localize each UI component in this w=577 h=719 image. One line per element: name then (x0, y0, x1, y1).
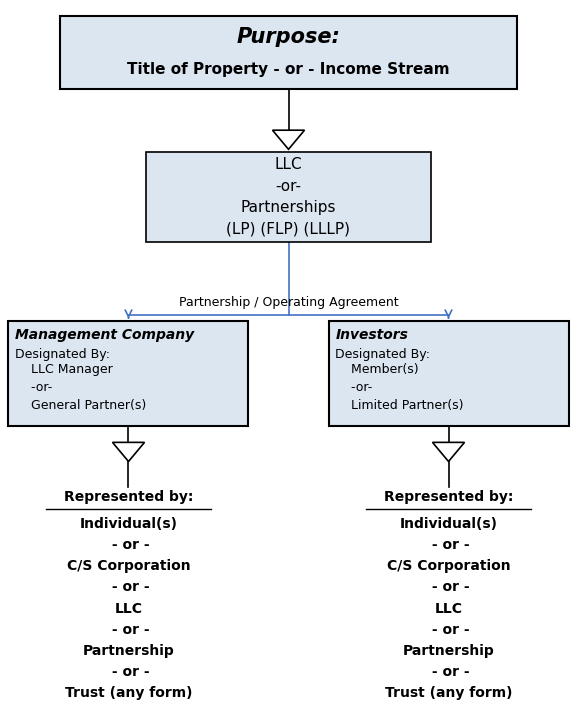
Text: Represented by:: Represented by: (64, 490, 193, 504)
Text: LLC Manager
    -or-
    General Partner(s): LLC Manager -or- General Partner(s) (16, 363, 147, 412)
Text: Designated By:: Designated By: (16, 348, 110, 361)
Polygon shape (272, 130, 305, 150)
Text: Title of Property - or - Income Stream: Title of Property - or - Income Stream (127, 63, 450, 77)
Text: Investors: Investors (335, 328, 409, 342)
Text: Represented by:: Represented by: (384, 490, 513, 504)
Text: Purpose:: Purpose: (237, 27, 340, 47)
FancyBboxPatch shape (328, 321, 568, 426)
FancyBboxPatch shape (60, 16, 517, 88)
Text: Member(s)
    -or-
    Limited Partner(s): Member(s) -or- Limited Partner(s) (335, 363, 464, 412)
Text: Individual(s)
 - or -
C/S Corporation
 - or -
LLC
 - or -
Partnership
 - or -
Tr: Individual(s) - or - C/S Corporation - o… (385, 517, 512, 700)
Text: Partnership / Operating Agreement: Partnership / Operating Agreement (179, 296, 398, 308)
Text: LLC
-or-
Partnerships
(LP) (FLP) (LLLP): LLC -or- Partnerships (LP) (FLP) (LLLP) (227, 157, 350, 237)
Polygon shape (433, 442, 464, 462)
FancyBboxPatch shape (145, 152, 432, 242)
Text: Management Company: Management Company (16, 328, 194, 342)
FancyBboxPatch shape (9, 321, 249, 426)
Text: Individual(s)
 - or -
C/S Corporation
 - or -
LLC
 - or -
Partnership
 - or -
Tr: Individual(s) - or - C/S Corporation - o… (65, 517, 192, 700)
Polygon shape (113, 442, 144, 462)
Text: Designated By:: Designated By: (335, 348, 430, 361)
